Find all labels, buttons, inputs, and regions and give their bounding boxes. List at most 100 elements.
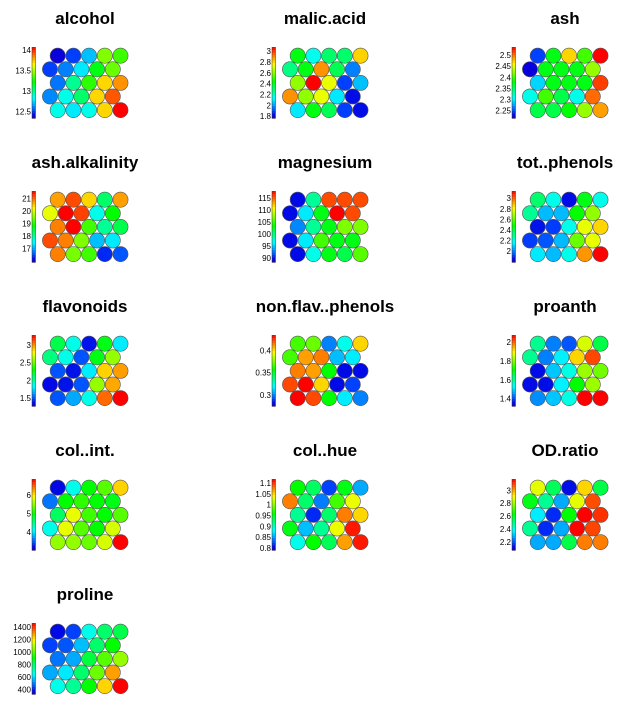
colorbar-segment [272, 497, 276, 500]
colorbar-tick-label: 5 [27, 509, 32, 518]
som-cell [49, 507, 66, 523]
som-cell [81, 75, 97, 91]
colorbar-tick-label: 1400 [13, 623, 31, 632]
colorbar-segment [512, 87, 516, 91]
som-cell [289, 246, 306, 262]
som-cell [553, 520, 570, 537]
som-cell [297, 205, 314, 222]
som-cell [329, 493, 345, 510]
som-cell [305, 102, 322, 118]
colorbar-segment [32, 62, 36, 66]
colorbar-segment [32, 337, 36, 341]
som-cell [313, 61, 330, 78]
colorbar-segment [32, 70, 36, 73]
colorbar-segment [512, 514, 516, 518]
colorbar-segment [32, 653, 36, 657]
som-cell [289, 479, 306, 496]
som-cell [321, 75, 337, 91]
som-cell [112, 191, 129, 208]
colorbar-segment [272, 234, 276, 238]
colorbar-segment [512, 254, 516, 258]
colorbar-tick-label: 105 [258, 218, 272, 227]
colorbar-segment [272, 231, 276, 235]
som-cell [104, 232, 121, 249]
colorbar-segment [32, 681, 36, 685]
colorbar-segment [32, 651, 36, 655]
som-cell [352, 534, 369, 550]
som-cell [89, 493, 105, 510]
som-cell [313, 349, 330, 366]
colorbar-tick-label: 1.4 [500, 395, 512, 404]
colorbar-segment [512, 57, 516, 61]
colorbar-segment [32, 630, 36, 634]
panel-malic-acid: malic.acid 1.8 2 2.22.4 2.6 2.8 3 [260, 9, 369, 121]
colorbar-segment [512, 216, 516, 220]
colorbar-segment [32, 656, 36, 660]
som-cell [81, 390, 97, 406]
colorbar-segment [32, 547, 36, 551]
som-cell [65, 218, 82, 235]
colorbar-segment [272, 49, 276, 53]
colorbar-segment [512, 524, 516, 528]
colorbar-segment [32, 254, 36, 258]
som-cell [42, 493, 58, 510]
som-cell [282, 61, 298, 78]
colorbar-segment [32, 502, 36, 505]
colorbar-segment [272, 226, 276, 230]
colorbar-segment [272, 545, 276, 549]
colorbar-segment [272, 363, 276, 367]
som-cell [561, 218, 577, 235]
som-cell [57, 232, 74, 249]
colorbar-segment [32, 214, 36, 217]
som-cell [289, 218, 306, 235]
colorbar-segment [32, 219, 36, 223]
som-cells [282, 479, 369, 550]
panel-alcohol: alcohol 12.5 13 13.5 14 [15, 9, 129, 119]
colorbar-segment [32, 98, 36, 101]
colorbar: 2.25 2.3 2.35 2.4 2.45 2.5 [495, 47, 516, 119]
som-cell [112, 678, 129, 694]
colorbar-segment [272, 403, 276, 407]
colorbar-segment [512, 522, 516, 526]
colorbar-segment [512, 100, 516, 104]
colorbar-segment [512, 80, 516, 84]
som-cell [545, 47, 562, 64]
colorbar-segment [512, 249, 516, 253]
colorbar-segment [272, 247, 276, 250]
som-cell [592, 479, 609, 496]
colorbar-segment [512, 491, 516, 495]
som-cell [576, 335, 593, 352]
som-cell [561, 47, 577, 64]
som-cell [344, 376, 361, 393]
colorbar-tick-label: 600 [18, 673, 32, 682]
som-cell [352, 75, 369, 91]
som-cell [73, 205, 90, 222]
som-cell [352, 390, 369, 406]
colorbar-segment [272, 388, 276, 392]
colorbar-tick-label: 19 [22, 219, 31, 228]
colorbar-segment [32, 689, 36, 693]
colorbar: 0.8 0.85 0.9 0.951 1.05 1.1 [255, 479, 276, 553]
colorbar-tick-label: 20 [22, 207, 31, 216]
colorbar-tick-label: 2.2 [260, 90, 272, 99]
som-cell [81, 47, 97, 64]
som-cell [282, 376, 298, 393]
colorbar-segment [272, 373, 276, 377]
som-cell [89, 205, 105, 222]
panel-flavonoids: flavonoids 1.5 2 2.5 3 [20, 297, 129, 407]
colorbar-tick-label: 14 [22, 46, 31, 55]
panel-title: tot..phenols [517, 153, 613, 172]
colorbar-segment [32, 623, 36, 627]
colorbar-segment [32, 196, 36, 200]
colorbar-segment [272, 494, 276, 498]
colorbar-tick-label: 2.3 [500, 96, 512, 105]
som-cell [81, 623, 97, 640]
som-cells [42, 623, 129, 694]
colorbar-segment [512, 519, 516, 523]
colorbar-segment [512, 494, 516, 498]
colorbar-segment [32, 57, 36, 61]
colorbar-segment [512, 380, 516, 384]
som-cell [545, 362, 562, 379]
som-cell [305, 335, 322, 352]
som-cell [592, 246, 609, 262]
